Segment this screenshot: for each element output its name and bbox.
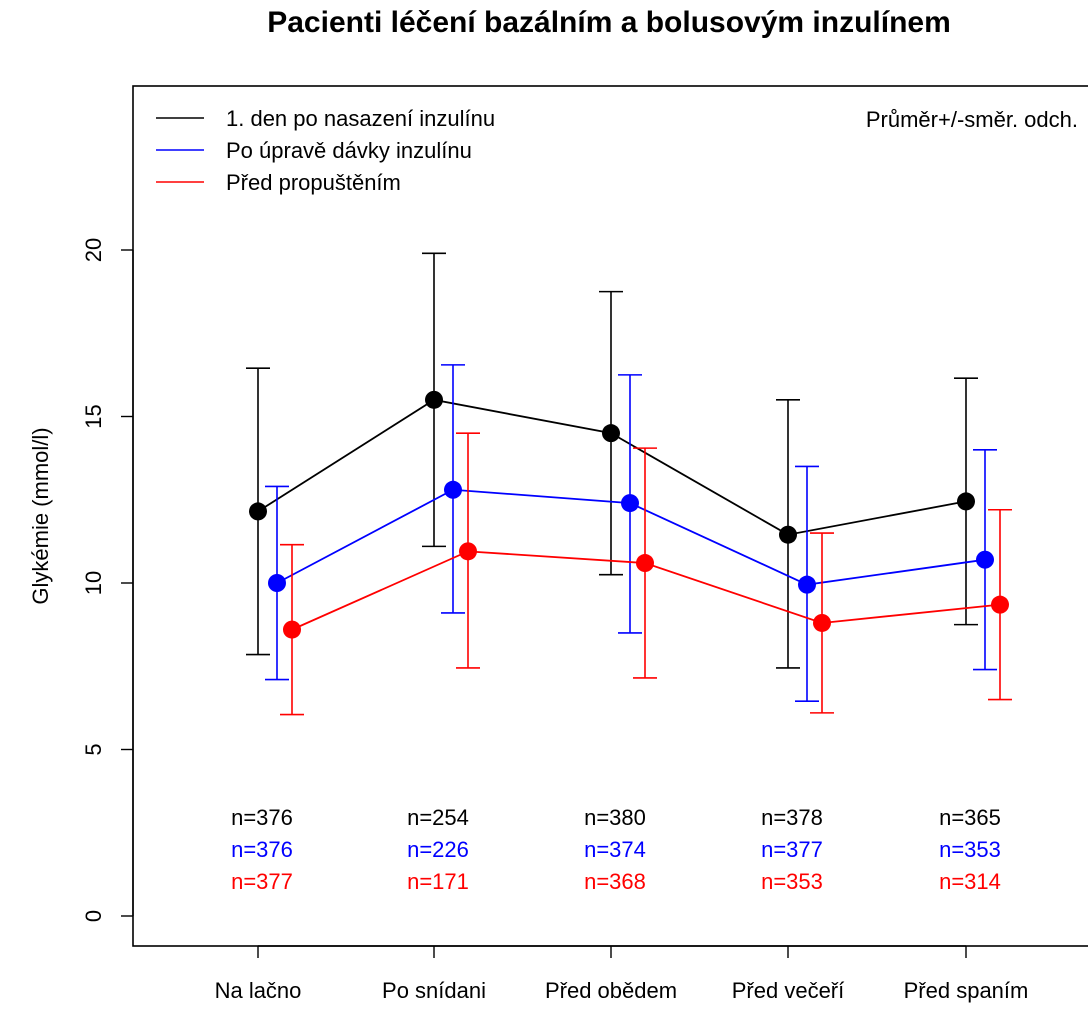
sample-size-label: n=171: [407, 869, 469, 894]
series-line: [257, 398, 967, 536]
y-tick-label: 10: [81, 571, 106, 595]
series-1: [246, 252, 978, 669]
data-point: [621, 494, 639, 513]
sample-size-label: n=314: [939, 869, 1001, 894]
sample-size-label: n=377: [231, 869, 293, 894]
data-point: [991, 595, 1009, 614]
y-axis: 0 5 10 15 20: [81, 238, 134, 922]
sample-size-label: n=380: [584, 805, 646, 830]
y-tick-label: 15: [81, 404, 106, 428]
x-tick-label: Před obědem: [545, 978, 677, 1003]
data-point: [459, 542, 477, 561]
data-point: [444, 480, 462, 499]
data-point: [976, 550, 994, 569]
sample-size-label: n=376: [231, 805, 293, 830]
sample-size-label: n=254: [407, 805, 469, 830]
data-point: [249, 502, 267, 521]
y-tick-label: 0: [81, 910, 106, 922]
data-point: [602, 424, 620, 443]
sample-size-label: n=365: [939, 805, 1001, 830]
data-point: [283, 620, 301, 639]
legend-entry: 1. den po nasazení inzulínu: [226, 106, 495, 131]
chart-title: Pacienti léčení bazálním a bolusovým inz…: [267, 6, 951, 39]
x-tick-label: Před spaním: [904, 978, 1029, 1003]
sample-size-label: n=376: [231, 837, 293, 862]
legend: 1. den po nasazení inzulínu Po úpravě dáv…: [156, 106, 495, 195]
sample-size-label: n=226: [407, 837, 469, 862]
sample-size-label: n=377: [761, 837, 823, 862]
x-axis: Na lačno Po snídani Před obědem Před večeří…: [215, 945, 1029, 1003]
legend-entry: Po úpravě dávky inzulínu: [226, 138, 472, 163]
sample-size-label: n=374: [584, 837, 646, 862]
sample-size-labels: n=376 n=254 n=380 n=378 n=365 n=376 n=226 n=374…: [231, 805, 1001, 894]
sample-size-label: n=378: [761, 805, 823, 830]
y-axis-label: Glykémie (mmol/l): [28, 427, 53, 604]
x-tick-label: Před večeří: [732, 978, 845, 1003]
y-tick-label: 5: [81, 743, 106, 755]
y-tick-label: 20: [81, 238, 106, 262]
data-point: [636, 554, 654, 573]
data-point: [957, 492, 975, 511]
x-tick-label: Na lačno: [215, 978, 302, 1003]
sample-size-label: n=353: [939, 837, 1001, 862]
series-3: [280, 432, 1012, 716]
sample-size-label: n=368: [584, 869, 646, 894]
data-point: [779, 525, 797, 544]
legend-entry: Před propuštěním: [226, 170, 401, 195]
series-layer: [246, 252, 1012, 716]
x-tick-label: Po snídani: [382, 978, 486, 1003]
data-point: [268, 574, 286, 592]
stat-note: Průměr+/-směr. odch.: [866, 107, 1078, 132]
data-point: [813, 613, 831, 632]
data-point: [798, 575, 816, 594]
sample-size-label: n=353: [761, 869, 823, 894]
series-2: [265, 364, 997, 703]
data-point: [425, 390, 443, 409]
